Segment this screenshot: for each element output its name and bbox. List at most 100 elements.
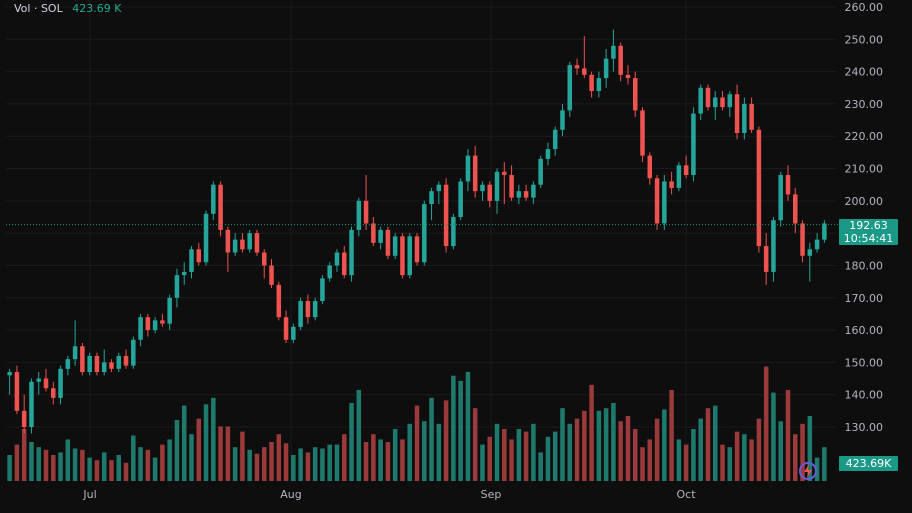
candle-body	[698, 87, 703, 114]
volume-bar	[247, 449, 252, 481]
volume-bar	[65, 439, 71, 481]
volume-bar	[218, 426, 223, 481]
volume-bar	[625, 416, 631, 481]
candle-body	[807, 249, 813, 256]
candle-body	[101, 362, 107, 373]
volume-bar	[58, 452, 63, 481]
volume-bar	[356, 390, 362, 481]
candle-body	[276, 284, 282, 318]
candle-body	[640, 110, 645, 156]
volume-bars	[7, 366, 827, 481]
candle-body	[727, 94, 733, 108]
volume-bar	[385, 442, 391, 481]
candle-body	[7, 372, 12, 376]
candle-body	[232, 239, 238, 253]
candle-body	[371, 223, 376, 243]
candle-body	[305, 301, 311, 318]
candle-body	[618, 45, 623, 75]
candle-body	[778, 175, 783, 221]
volume-bar	[472, 408, 478, 481]
candle-body	[407, 236, 412, 276]
candle-body	[531, 184, 536, 198]
volume-bar	[101, 452, 107, 481]
candle-body	[625, 74, 631, 79]
candle-body	[749, 103, 754, 130]
volume-bar	[800, 423, 805, 481]
month-label: Oct	[676, 488, 696, 501]
volume-bar	[582, 410, 587, 481]
price-candles	[7, 29, 827, 434]
candle-body	[494, 171, 500, 201]
volume-bar	[422, 421, 427, 481]
candle-body	[814, 239, 820, 250]
volume-bar	[778, 421, 783, 481]
volume-bar	[523, 431, 529, 481]
volume-bar	[138, 447, 143, 481]
volume-legend[interactable]: Vol · SOL 423.69 K	[14, 2, 121, 15]
volume-bar	[29, 442, 34, 481]
volume-bar	[196, 418, 202, 481]
candle-body	[291, 326, 296, 340]
candle-body	[51, 388, 56, 398]
candle-body	[342, 252, 347, 276]
candle-body	[683, 165, 689, 175]
candle-body	[545, 149, 551, 159]
candle-body	[487, 184, 492, 201]
candle-body	[822, 223, 827, 240]
candle-body	[160, 320, 165, 324]
last-price-value: 192.63	[849, 219, 888, 232]
volume-bar	[80, 449, 85, 481]
candle-body	[327, 265, 332, 279]
volume-bar	[734, 431, 740, 481]
candle-body	[254, 233, 260, 253]
candle-body	[356, 200, 362, 230]
price-axis[interactable]: 260.00 250.00 240.00 230.00 220.00 210.00 200.…	[845, 1, 884, 434]
volume-bar	[240, 431, 245, 481]
candle-body	[145, 317, 151, 331]
candle-body	[400, 236, 405, 276]
volume-bar	[43, 449, 49, 481]
volume-bar	[400, 439, 405, 481]
candle-body	[436, 184, 442, 192]
candle-body	[181, 271, 187, 276]
volume-bar	[342, 434, 347, 481]
candle-body	[800, 223, 805, 256]
volume-bar	[632, 429, 638, 481]
volume-bar	[567, 423, 573, 481]
lightning-bolt-icon[interactable]	[798, 461, 818, 481]
candle-body	[283, 317, 289, 340]
price-tick-label: 160.00	[845, 324, 884, 337]
time-axis[interactable]: Jul Aug Sep Oct	[82, 488, 696, 501]
candle-body	[676, 165, 682, 188]
volume-bar	[131, 435, 136, 481]
volume-bar	[552, 431, 558, 481]
candle-body	[269, 265, 274, 285]
volume-bar	[509, 439, 514, 481]
volume-bar	[312, 447, 318, 481]
volume-bar	[596, 410, 602, 481]
candle-body	[247, 233, 252, 250]
price-tick-label: 140.00	[845, 389, 884, 402]
volume-bar	[712, 405, 718, 481]
volume-bar	[392, 429, 398, 481]
candle-body	[211, 184, 216, 214]
volume-bar	[654, 418, 660, 481]
volume-bar	[618, 421, 623, 481]
candle-body	[691, 113, 696, 175]
candle-body	[596, 78, 602, 91]
volume-bar	[793, 434, 798, 481]
candle-body	[669, 181, 674, 188]
price-tick-label: 150.00	[845, 356, 884, 369]
candle-body	[712, 97, 718, 108]
candle-body	[502, 171, 507, 175]
candle-body	[705, 87, 711, 108]
volume-bar	[36, 447, 41, 481]
candle-body	[225, 229, 231, 253]
candle-body	[516, 191, 522, 198]
price-tick-label: 200.00	[845, 195, 884, 208]
candle-body	[240, 239, 245, 250]
candle-body	[334, 252, 340, 266]
volume-bar	[465, 371, 471, 481]
